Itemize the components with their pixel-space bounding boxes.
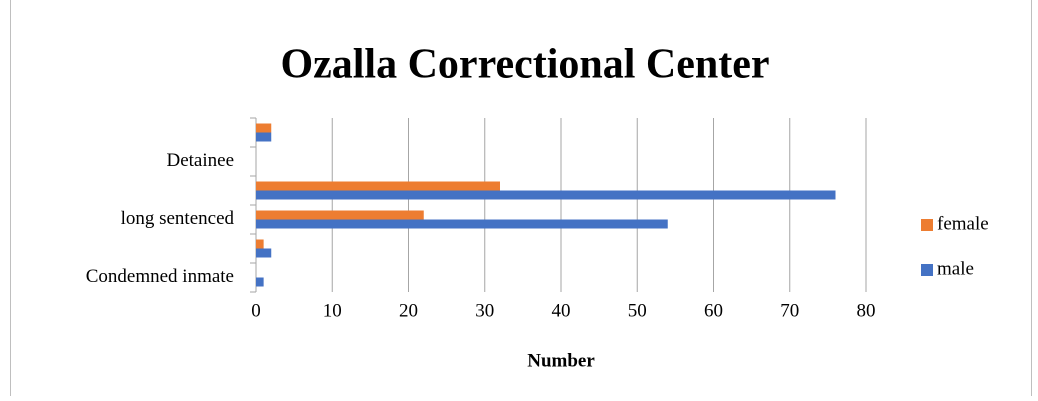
bar	[256, 277, 264, 287]
y-tick-label: long sentenced	[121, 208, 235, 229]
x-axis-label: Number	[527, 350, 595, 371]
x-tick-label: 20	[399, 300, 418, 321]
x-tick-label: 60	[704, 300, 723, 321]
x-tick-label: 0	[251, 300, 261, 321]
bar	[256, 219, 668, 229]
legend-swatch	[921, 219, 933, 231]
bar	[256, 132, 272, 142]
legend-label: male	[937, 258, 974, 279]
x-tick-label: 80	[857, 300, 876, 321]
bar	[256, 123, 272, 133]
x-tick-label: 30	[475, 300, 494, 321]
x-tick-label: 70	[780, 300, 799, 321]
chart-title: Ozalla Correctional Center	[280, 42, 769, 88]
y-tick-label: Detainee	[166, 150, 234, 171]
bar	[256, 190, 836, 200]
bar	[256, 239, 264, 249]
x-tick-label: 40	[552, 300, 571, 321]
y-tick-label: Condemned inmate	[86, 266, 234, 287]
x-tick-label: 10	[323, 300, 342, 321]
bar	[256, 181, 500, 191]
legend-swatch	[921, 264, 933, 276]
x-tick-label: 50	[628, 300, 647, 321]
legend-label: female	[937, 213, 989, 234]
bar	[256, 210, 424, 220]
bar	[256, 248, 272, 258]
